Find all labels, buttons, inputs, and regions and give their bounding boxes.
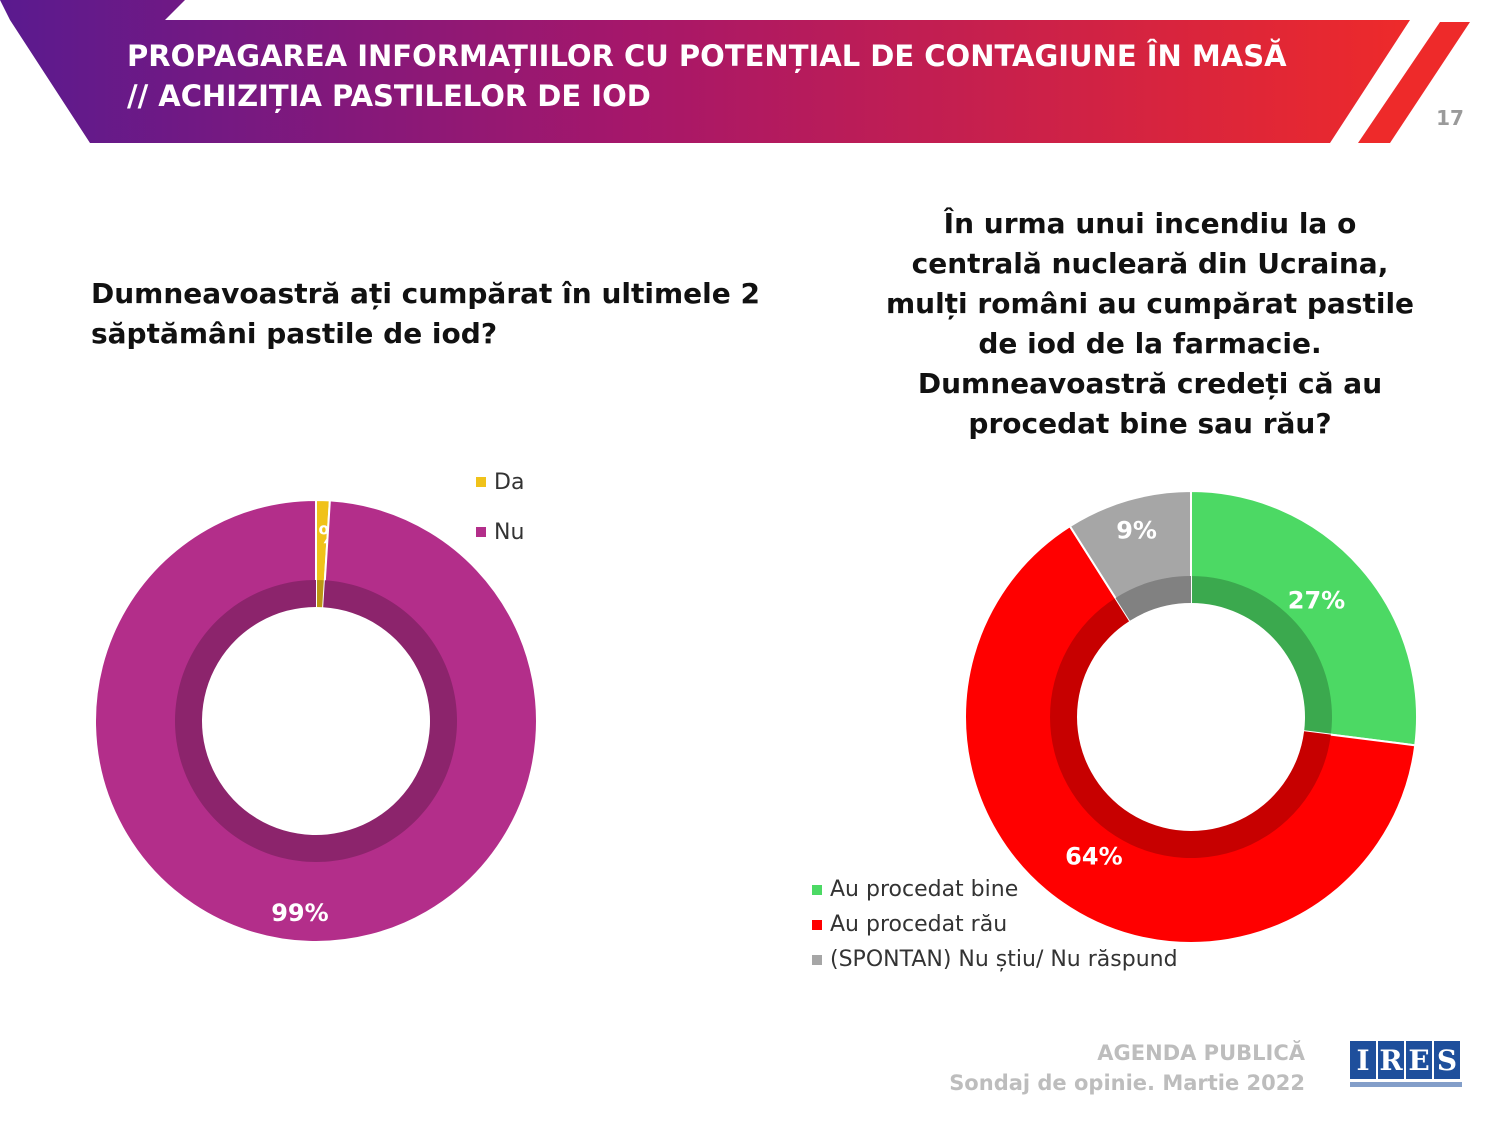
legend-item-bine: Au procedat bine xyxy=(812,872,1178,907)
question-2-line: În urma unui incendiu la o xyxy=(943,207,1357,240)
legend-purchase: Da Nu xyxy=(476,457,524,557)
question-1-line: săptămâni pastile de iod? xyxy=(91,317,498,350)
donut-inner-band-2 xyxy=(1115,576,1191,621)
legend-label: Nu xyxy=(494,519,525,545)
question-2-line: mulți români au cumpărat pastile xyxy=(885,287,1415,320)
question-2-line: de iod de la farmacie. xyxy=(978,327,1322,360)
question-1-line: Dumneavoastră ați cumpărat în ultimele 2 xyxy=(91,277,760,310)
logo-tagline-bar xyxy=(1350,1082,1462,1087)
logo-letter: R xyxy=(1378,1041,1404,1079)
logo-letter: E xyxy=(1406,1041,1432,1079)
donut-chart-opinion: 27% 64% 9% xyxy=(964,489,1418,944)
legend-swatch xyxy=(476,477,486,487)
donut-data-label-2: 9% xyxy=(1116,517,1157,545)
legend-label: (SPONTAN) Nu știu/ Nu răspund xyxy=(830,947,1178,972)
question-2: În urma unui incendiu la o centrală nucl… xyxy=(880,204,1420,444)
legend-swatch xyxy=(476,527,486,537)
legend-opinion: Au procedat bine Au procedat rău (SPONTA… xyxy=(812,872,1178,977)
page-title-line-2: // ACHIZIȚIA PASTILELOR DE IOD xyxy=(127,79,651,113)
question-2-line: Dumneavoastră credeți că au xyxy=(917,367,1383,400)
donut-chart-purchase: 1%99% xyxy=(94,498,538,943)
logo-letter: S xyxy=(1434,1041,1460,1079)
footer-line-2: Sondaj de opinie. Martie 2022 xyxy=(949,1071,1305,1095)
legend-item-da: Da xyxy=(476,457,524,507)
legend-label: Au procedat rău xyxy=(830,912,1008,937)
ires-logo: I R E S xyxy=(1350,1041,1462,1089)
page-title-line-1: PROPAGAREA INFORMAȚIILOR CU POTENȚIAL DE… xyxy=(127,39,1287,73)
legend-label: Au procedat bine xyxy=(830,877,1019,902)
logo-letter: I xyxy=(1350,1041,1376,1079)
donut-slice-1 xyxy=(94,498,538,943)
question-2-line: centrală nucleară din Ucraina, xyxy=(911,247,1389,280)
donut-slice-0 xyxy=(1190,489,1418,747)
donut-inner-band-1 xyxy=(175,580,457,862)
donut-data-label-1: 99% xyxy=(271,899,328,927)
donut-data-label-0: 27% xyxy=(1288,587,1345,615)
footer-line-1: AGENDA PUBLICĂ xyxy=(1097,1041,1305,1065)
donut-data-label-1: 64% xyxy=(1065,843,1122,871)
legend-item-rau: Au procedat rău xyxy=(812,907,1178,942)
donut-inner-band-0 xyxy=(1191,576,1332,735)
legend-item-nu-stiu: (SPONTAN) Nu știu/ Nu răspund xyxy=(812,942,1178,977)
legend-swatch xyxy=(812,884,822,895)
legend-label: Da xyxy=(494,469,525,495)
header-banner xyxy=(0,0,1470,143)
question-2-line: procedat bine sau rău? xyxy=(968,407,1332,440)
legend-item-nu: Nu xyxy=(476,507,524,557)
legend-swatch xyxy=(812,954,822,965)
page-number: 17 xyxy=(1436,106,1464,130)
question-1: Dumneavoastră ați cumpărat în ultimele 2… xyxy=(91,274,791,354)
legend-swatch xyxy=(812,919,822,930)
page-title: PROPAGAREA INFORMAȚIILOR CU POTENȚIAL DE… xyxy=(127,36,1327,116)
footer-source: AGENDA PUBLICĂ Sondaj de opinie. Martie … xyxy=(949,1038,1305,1098)
donut-slice-1 xyxy=(964,524,1417,944)
